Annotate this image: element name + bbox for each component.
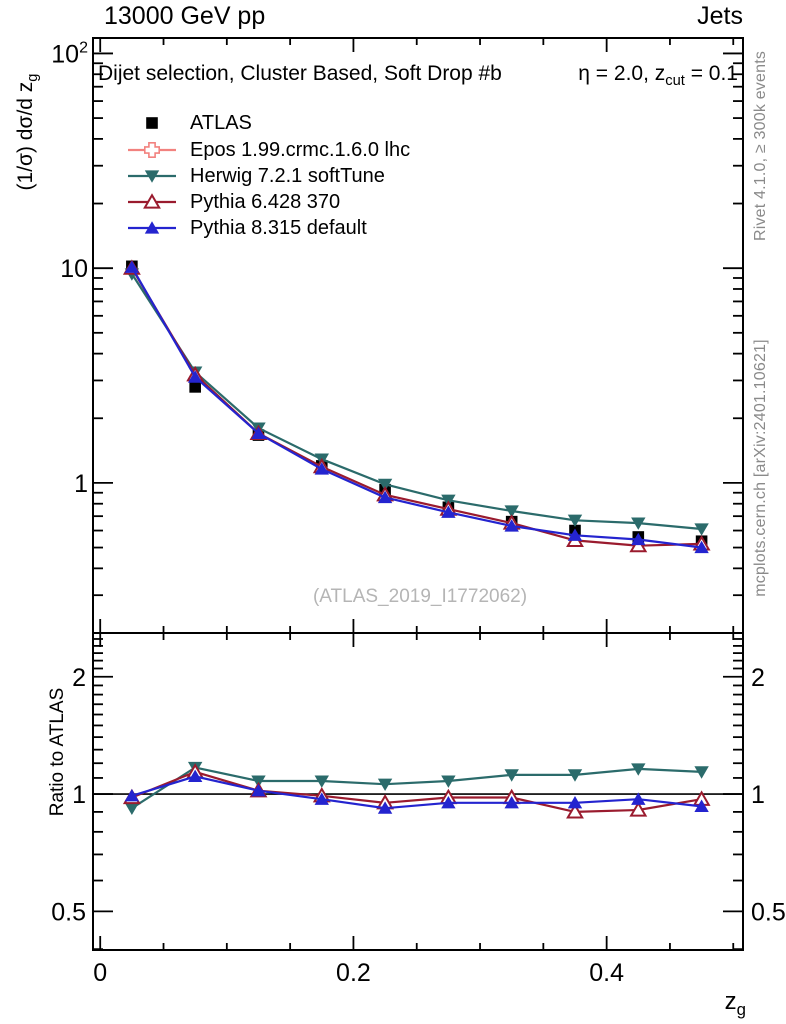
rivet-version-note: Rivet 4.1.0, ≥ 300k events — [752, 50, 769, 242]
plot-frames — [92, 37, 744, 951]
header-topic: Jets — [697, 2, 743, 30]
x-tick-label: 0 — [93, 959, 107, 987]
series-main-pythia-8-315-default — [124, 260, 709, 554]
legend-marker-epos — [128, 142, 176, 158]
series-ratio-herwig-7-2-1-softtune — [124, 761, 709, 815]
panel-title-right: η = 2.0, zcut = 0.1 — [578, 62, 738, 90]
panel-title-left: Dijet selection, Cluster Based, Soft Dro… — [98, 62, 502, 85]
panel-title-right-sub: cut — [665, 73, 685, 90]
panel-title-right-post: = 0.1 — [684, 62, 738, 85]
y-ratio-tick-label-right: 0.5 — [751, 898, 786, 926]
series-main-pythia-6-428-370 — [122, 259, 711, 553]
header-energy: 13000 GeV pp — [104, 2, 266, 30]
series-ratio-pythia-8-315-default — [124, 769, 709, 814]
mcplots-arxiv-note: mcplots.cern.ch [arXiv:2401.10621] — [752, 339, 769, 597]
legend-label-pythia8: Pythia 8.315 default — [190, 217, 367, 239]
y-ratio-tick-label-left: 2 — [72, 664, 86, 692]
y-ratio-tick-label-left: 1 — [72, 781, 86, 809]
legend-marker-herwig — [128, 170, 176, 183]
y-ratio-tick-label-right: 2 — [751, 664, 765, 692]
series-main-herwig-7-2-1-softtune — [124, 268, 709, 536]
x-axis-label: zg — [724, 988, 746, 1019]
ratio-frame — [92, 632, 744, 951]
legend-label-epos: Epos 1.99.crmc.1.6.0 lhc — [190, 139, 411, 161]
legend-label-herwig: Herwig 7.2.1 softTune — [190, 165, 385, 187]
series-ratio-pythia-6-428-370 — [122, 763, 711, 819]
y-axis-ratio-label: Ratio to ATLAS — [47, 687, 68, 817]
x-axis-label-sub: g — [736, 999, 746, 1019]
y-ratio-tick-label-right: 1 — [751, 781, 765, 809]
y-main-tick-label: 10 — [60, 255, 88, 283]
panel-title-right-pre: η = 2.0, z — [578, 62, 666, 85]
legend-label-pythia6: Pythia 6.428 370 — [190, 191, 341, 213]
y-ratio-tick-label-left: 0.5 — [51, 898, 86, 926]
legend-marker-pythia6 — [128, 193, 176, 209]
analysis-watermark: (ATLAS_2019_I1772062) — [312, 586, 528, 607]
legend-marker-pythia8 — [128, 221, 176, 234]
y-axis-main-label: (1/σ) dσ/d zg — [14, 73, 42, 191]
x-axis-label-pre: z — [724, 988, 737, 1015]
y-axis-main-label-pre: (1/σ) dσ/d z — [14, 81, 37, 191]
legend-label-atlas: ATLAS — [190, 112, 252, 134]
legend-marker-atlas — [146, 117, 158, 129]
y-main-tick-label: 102 — [51, 39, 88, 68]
y-axis-main-label-sub: g — [25, 73, 42, 82]
x-tick-label: 0.2 — [336, 959, 371, 987]
tick-labels: 1 10 102 0.5 0.5 1 1 2 2 0 0.2 0.4 — [51, 39, 786, 987]
x-tick-label: 0.4 — [589, 959, 624, 987]
axis-ticks — [93, 38, 743, 951]
y-main-tick-label: 1 — [74, 470, 88, 498]
